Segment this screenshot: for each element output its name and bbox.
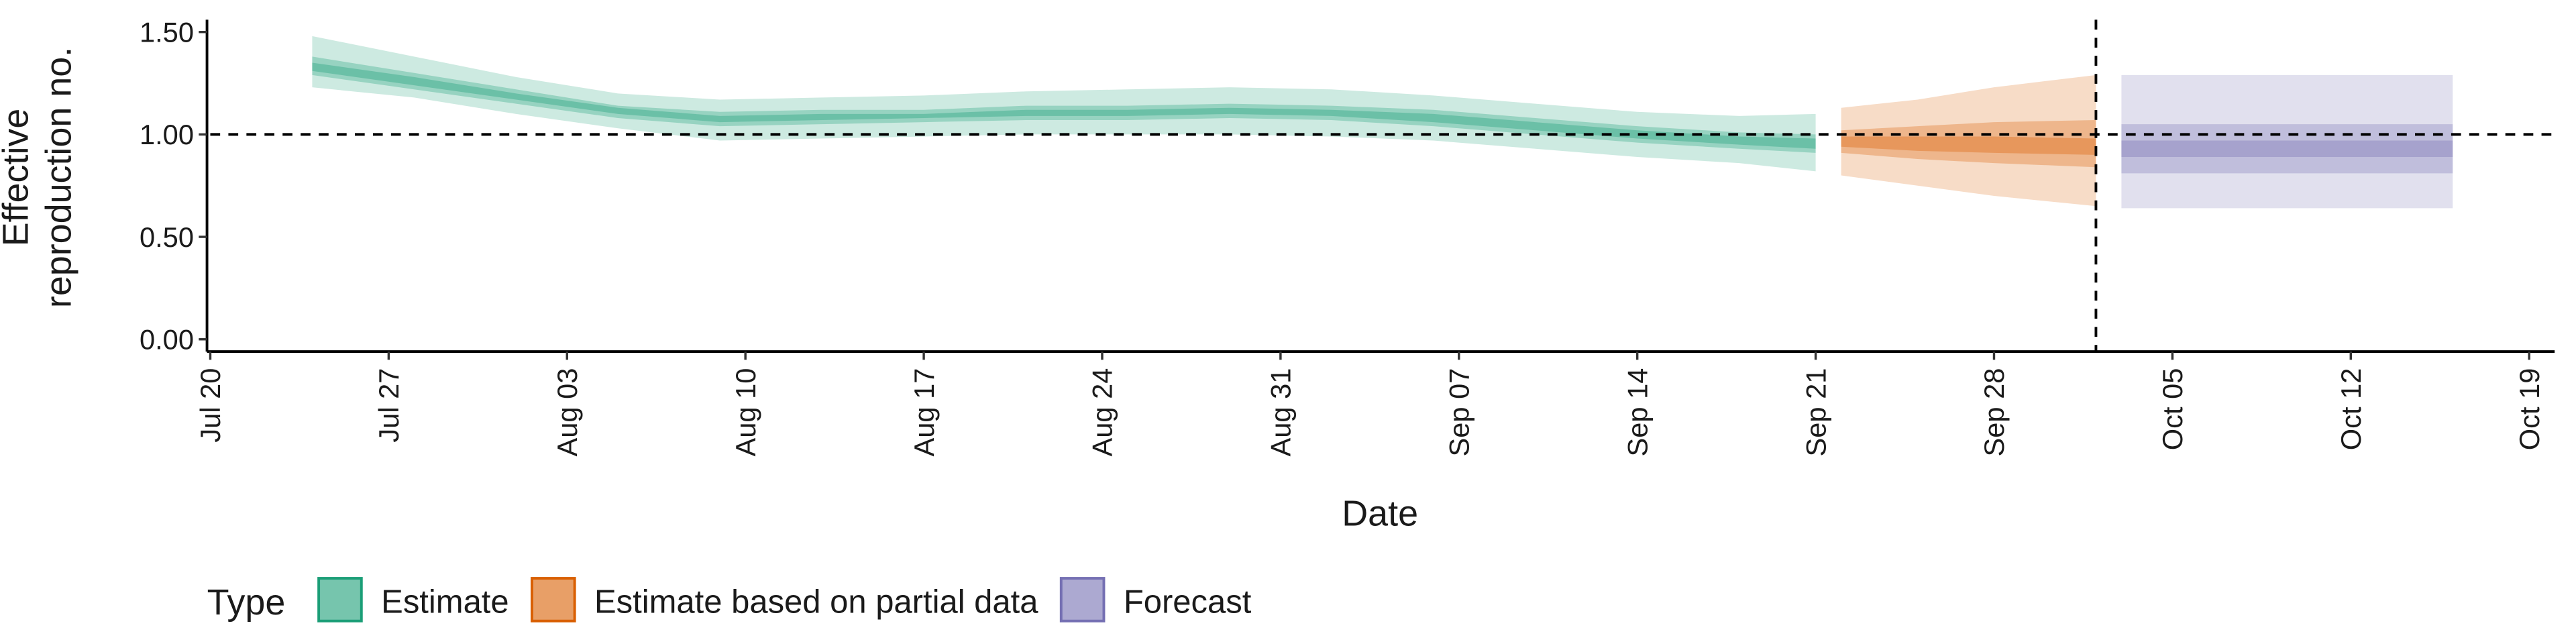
x-tick-label: Aug 31 — [1265, 368, 1297, 457]
legend-swatch — [317, 577, 363, 623]
ribbon-band — [1841, 136, 2096, 155]
x-tick-label: Jul 27 — [373, 368, 405, 443]
x-tick-label: Oct 12 — [2335, 368, 2367, 451]
x-tick-label: Oct 19 — [2514, 368, 2545, 451]
x-tick-label: Aug 03 — [551, 368, 583, 457]
y-tick-label: 1.50 — [140, 16, 194, 48]
x-tick-label: Sep 21 — [1800, 368, 1831, 457]
ribbon-band — [312, 56, 1816, 153]
legend-label: Estimate — [381, 584, 509, 620]
legend-title: Type — [207, 582, 286, 623]
ribbon-band — [312, 62, 1816, 149]
x-tick-label: Oct 05 — [2157, 368, 2188, 451]
legend-swatch — [1059, 577, 1106, 623]
y-tick-label: 0.50 — [140, 221, 194, 253]
x-tick-label: Aug 10 — [730, 368, 761, 457]
y-axis-label: Effective reproduction no. — [0, 47, 78, 308]
x-tick-label: Sep 07 — [1443, 368, 1474, 457]
ribbon-band — [2121, 124, 2453, 174]
y-tick-label: 1.00 — [140, 119, 194, 150]
x-tick-label: Aug 17 — [908, 368, 940, 457]
x-axis-label: Date — [1342, 494, 1418, 534]
legend-label: Estimate based on partial data — [594, 584, 1038, 620]
legend-swatch — [530, 577, 576, 623]
ribbon-band — [2121, 140, 2453, 157]
legend-label: Forecast — [1124, 584, 1252, 620]
ribbon-band — [1841, 120, 2096, 168]
ribbon-band — [1841, 74, 2096, 207]
ribbon-band — [2121, 74, 2453, 209]
x-tick-label: Jul 20 — [195, 368, 226, 443]
x-tick-label: Sep 28 — [1978, 368, 2010, 457]
y-tick-label: 0.00 — [140, 323, 194, 355]
x-tick-label: Aug 24 — [1087, 368, 1118, 457]
ribbon-band — [312, 36, 1816, 172]
x-tick-label: Sep 14 — [1621, 368, 1653, 457]
